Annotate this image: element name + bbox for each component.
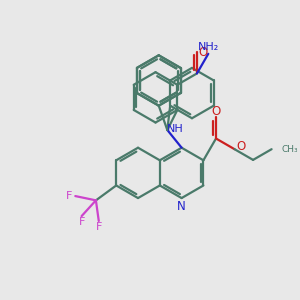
Text: F: F [96,222,102,232]
Text: F: F [78,217,85,227]
Text: O: O [212,105,220,118]
Text: NH₂: NH₂ [198,42,219,52]
Text: CH₃: CH₃ [282,145,298,154]
Text: N: N [177,200,186,213]
Text: O: O [199,46,208,59]
Text: NH: NH [167,124,184,134]
Text: F: F [66,191,72,201]
Text: O: O [236,140,245,153]
